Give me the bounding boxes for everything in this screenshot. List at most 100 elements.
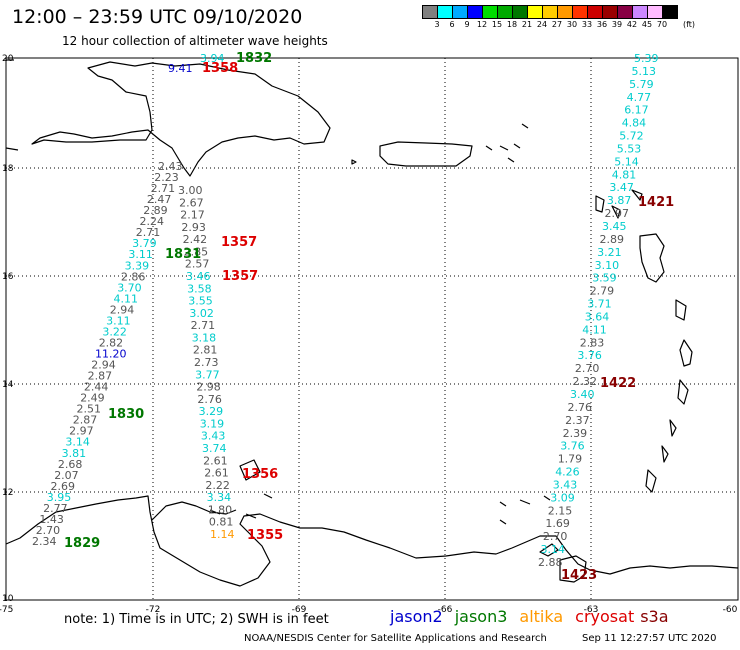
scale-label: 3 xyxy=(434,20,440,29)
track-value: 2.83 xyxy=(580,336,605,349)
track-value: 2.70 xyxy=(543,530,568,543)
track-value: 2.34 xyxy=(32,535,57,548)
scale-label: 36 xyxy=(596,20,608,29)
track-value: 3.34 xyxy=(207,491,232,504)
track-value: 3.46 xyxy=(186,270,211,283)
track-value: 2.88 xyxy=(538,556,563,569)
track-value: 2.89 xyxy=(143,204,168,217)
scale-swatch xyxy=(662,5,678,19)
color-scale-legend: 3 6 9 12 15 18 21 24 27 30 33 36 39 42 45 70 (ft) xyxy=(422,5,695,31)
pass-time-label: 1423 xyxy=(561,568,597,583)
track-value: 3.14 xyxy=(65,436,90,449)
track-value: 2.61 xyxy=(203,454,228,467)
track-value: 3.81 xyxy=(62,447,87,460)
colombia-coast xyxy=(5,495,739,587)
track-value: 3.29 xyxy=(199,405,224,418)
credit-line: NOAA/NESDIS Center for Satellite Applica… xyxy=(244,633,547,644)
footer-note: note: 1) Time is in UTC; 2) SWH is in fe… xyxy=(64,612,329,627)
track-value: 5.79 xyxy=(629,78,654,91)
latitude-label: 10 xyxy=(2,594,14,604)
color-scale-swatches xyxy=(422,5,678,19)
dominica-martinique xyxy=(675,299,693,367)
latitude-label: 14 xyxy=(2,380,14,390)
track-value: 3.76 xyxy=(560,440,585,453)
pass-time-label: 1357 xyxy=(221,235,257,250)
track-value: 3.87 xyxy=(607,194,632,207)
track-value: 2.94 xyxy=(110,303,135,316)
pass-time-label: 1830 xyxy=(108,407,144,422)
track-value: 4.84 xyxy=(622,117,647,130)
scale-label: 18 xyxy=(506,20,518,29)
track-value: 1832 xyxy=(236,51,272,66)
trinidad-coast xyxy=(559,555,587,583)
satellite-legend: jason2 jason3 altika cryosat s3a xyxy=(390,607,681,626)
scale-label: 33 xyxy=(581,20,593,29)
latitude-label: 20 xyxy=(2,54,14,64)
margarita-island xyxy=(499,495,551,525)
track-value: 0.81 xyxy=(209,516,234,529)
pass-time-label: 1421 xyxy=(638,195,674,210)
track-value: 2.17 xyxy=(180,209,205,222)
guadeloupe-coast xyxy=(639,233,665,283)
track-value: 2.47 xyxy=(147,193,172,206)
scale-label: 42 xyxy=(626,20,638,29)
longitude-label: -63 xyxy=(584,605,599,615)
scale-label: 6 xyxy=(449,20,455,29)
hispaniola-coast xyxy=(31,61,331,177)
track-value: 2.76 xyxy=(197,393,222,406)
track-value: 1.79 xyxy=(558,453,583,466)
track-value: 2.71 xyxy=(136,226,161,239)
pass-time-label: 1355 xyxy=(247,528,283,543)
track-value: 2.87 xyxy=(88,370,113,383)
track-value: 3.74 xyxy=(202,442,227,455)
page-title: 12:00 – 23:59 UTC 09/10/2020 xyxy=(12,6,303,28)
track-value: 3.45 xyxy=(602,220,627,233)
track-value: 3.94 xyxy=(200,52,225,65)
track-value: 2.93 xyxy=(181,221,206,234)
track-value: 2.49 xyxy=(80,392,105,405)
track-value: 2.61 xyxy=(204,467,229,480)
track-value: 2.51 xyxy=(77,403,102,416)
satellite-name-cryosat: cryosat xyxy=(575,607,635,626)
track-value: 4.11 xyxy=(582,323,607,336)
track-value: 5.13 xyxy=(632,65,657,78)
track-value: 3.00 xyxy=(178,184,203,197)
track-value: 1.69 xyxy=(545,517,570,530)
track-value: 3.21 xyxy=(597,246,622,259)
track-value: 3.95 xyxy=(47,491,72,504)
st-lucia-st-vincent xyxy=(661,379,689,463)
page-subtitle: 12 hour collection of altimeter wave hei… xyxy=(62,34,328,48)
track-value: 3.76 xyxy=(577,349,602,362)
scale-label: 9 xyxy=(464,20,470,29)
track-value: 2.97 xyxy=(69,425,94,438)
track-value: 9.41 xyxy=(168,62,193,75)
lesser-antilles-north xyxy=(595,189,643,219)
longitude-label: -69 xyxy=(292,605,307,615)
puerto-rico-coast xyxy=(379,141,473,167)
satellite-name-jason3: jason3 xyxy=(454,607,508,626)
track-value: 2.69 xyxy=(51,480,76,493)
track-value: 3.14 xyxy=(541,543,566,556)
scale-label: 30 xyxy=(566,20,578,29)
track-value: 2.77 xyxy=(43,502,68,515)
satellite-name-altika: altika xyxy=(519,607,564,626)
scale-label: 39 xyxy=(611,20,623,29)
track-value: 4.11 xyxy=(114,292,139,305)
track-value: 3.55 xyxy=(188,295,213,308)
track-value: 5.72 xyxy=(619,130,644,143)
track-value: 3.79 xyxy=(132,237,157,250)
longitude-label: -72 xyxy=(146,605,161,615)
track-value: 3.11 xyxy=(128,248,153,261)
track-value: 3.77 xyxy=(195,368,220,381)
track-value: 5.39 xyxy=(634,52,659,65)
track-value: 5.53 xyxy=(617,143,642,156)
scale-label: 45 xyxy=(641,20,653,29)
latitude-label: 18 xyxy=(2,164,14,174)
track-value: 2.98 xyxy=(196,381,221,394)
map-frame xyxy=(5,57,739,601)
track-value: 2.32 xyxy=(573,375,598,388)
track-value: 3.43 xyxy=(201,430,226,443)
latitude-label: 12 xyxy=(2,488,13,498)
virgin-islands-coast xyxy=(485,123,529,163)
longitude-axis-labels: -75 -72 -69 -66 -63 -60 xyxy=(0,605,738,615)
